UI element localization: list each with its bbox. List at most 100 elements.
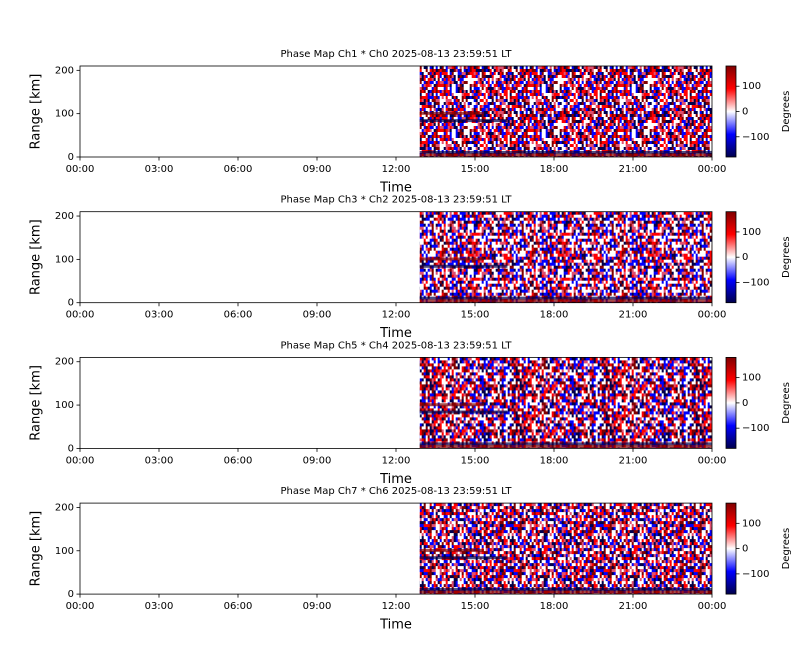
y-tick-label: 200 [55,211,74,222]
x-tick-label: 06:00 [224,164,253,175]
colorbar-tick-label: −100 [742,277,769,288]
x-tick-label: 18:00 [540,601,569,612]
colorbar-tick-label: 0 [742,544,748,555]
streak [419,442,712,446]
y-tick-label: 100 [55,109,74,120]
y-tick-label: 100 [55,546,74,557]
colorbar-label: Degrees [781,91,792,133]
y-tick-label: 100 [55,400,74,411]
x-tick-label: 03:00 [145,310,174,321]
colorbar [725,356,737,449]
x-tick-label: 00:00 [698,455,727,466]
colorbar [725,211,737,304]
x-tick-label: 06:00 [224,455,253,466]
y-tick-label: 0 [68,298,74,309]
y-axis-label: Range [km] [29,365,44,441]
y-tick-label: 0 [68,589,74,600]
x-tick-label: 03:00 [145,455,174,466]
colorbar-tick-label: 0 [742,252,748,263]
streak [419,111,485,115]
x-axis-label: Time [379,181,412,196]
colorbar-label: Degrees [781,382,792,424]
x-tick-label: 00:00 [66,455,95,466]
streak [419,264,508,268]
y-tick-label: 0 [68,443,74,454]
x-tick-label: 18:00 [540,164,569,175]
y-tick-label: 100 [55,254,74,265]
x-tick-label: 03:00 [145,164,174,175]
x-tick-label: 18:00 [540,455,569,466]
colorbar [725,502,737,595]
streak [419,150,712,154]
x-tick-label: 06:00 [224,310,253,321]
colorbar-tick-label: 100 [742,81,761,92]
streak [419,153,712,157]
x-tick-label: 12:00 [382,164,411,175]
streak [419,257,485,261]
x-tick-label: 09:00 [303,164,332,175]
x-tick-label: 21:00 [619,601,648,612]
streak [419,410,508,414]
streak [419,445,712,449]
streak [419,588,712,592]
chart-title: Phase Map Ch1 * Ch0 2025-08-13 23:59:51 … [281,49,513,60]
colorbar-tick-label: 100 [742,518,761,529]
y-axis-label: Range [km] [29,74,44,150]
streak [419,299,712,303]
x-tick-label: 18:00 [540,310,569,321]
x-tick-label: 00:00 [66,310,95,321]
x-axis-label: Time [379,618,412,633]
colorbar [725,65,737,158]
colorbar-tick-label: −100 [742,569,769,580]
colorbar-tick-label: 0 [742,398,748,409]
y-tick-label: 200 [55,357,74,368]
y-tick-label: 200 [55,502,74,513]
heatmap [419,357,712,449]
x-tick-label: 15:00 [461,455,490,466]
streak [419,556,508,560]
x-tick-label: 03:00 [145,601,174,612]
x-tick-label: 06:00 [224,601,253,612]
chart-title: Phase Map Ch7 * Ch6 2025-08-13 23:59:51 … [281,486,513,497]
colorbar-tick-label: −100 [742,132,769,143]
colorbar-label: Degrees [781,236,792,278]
x-tick-label: 21:00 [619,164,648,175]
x-tick-label: 09:00 [303,310,332,321]
x-tick-label: 12:00 [382,455,411,466]
x-tick-label: 00:00 [66,164,95,175]
y-axis-label: Range [km] [29,511,44,587]
streak [419,590,712,594]
x-tick-label: 00:00 [698,601,727,612]
x-tick-label: 12:00 [382,601,411,612]
streak [419,548,485,552]
x-tick-label: 15:00 [461,601,490,612]
y-axis-label: Range [km] [29,219,44,295]
x-tick-label: 09:00 [303,455,332,466]
heatmap [419,503,712,595]
colorbar-tick-label: 100 [742,227,761,238]
x-tick-label: 00:00 [698,164,727,175]
chart-title: Phase Map Ch5 * Ch4 2025-08-13 23:59:51 … [281,340,513,351]
heatmap [419,66,712,157]
x-tick-label: 00:00 [66,601,95,612]
heatmap [419,211,712,303]
colorbar-tick-label: 100 [742,373,761,384]
streak [419,296,712,300]
x-tick-label: 21:00 [619,310,648,321]
colorbar-tick-label: −100 [742,423,769,434]
streak [419,403,485,407]
x-tick-label: 00:00 [698,310,727,321]
x-tick-label: 21:00 [619,455,648,466]
x-tick-label: 12:00 [382,310,411,321]
x-tick-label: 15:00 [461,310,490,321]
chart-title: Phase Map Ch3 * Ch2 2025-08-13 23:59:51 … [281,195,513,206]
x-tick-label: 09:00 [303,601,332,612]
y-tick-label: 200 [55,65,74,76]
colorbar-label: Degrees [781,528,792,570]
x-axis-label: Time [379,472,412,487]
streak [419,119,508,123]
y-tick-label: 0 [68,152,74,163]
colorbar-tick-label: 0 [742,107,748,118]
x-axis-label: Time [379,326,412,341]
